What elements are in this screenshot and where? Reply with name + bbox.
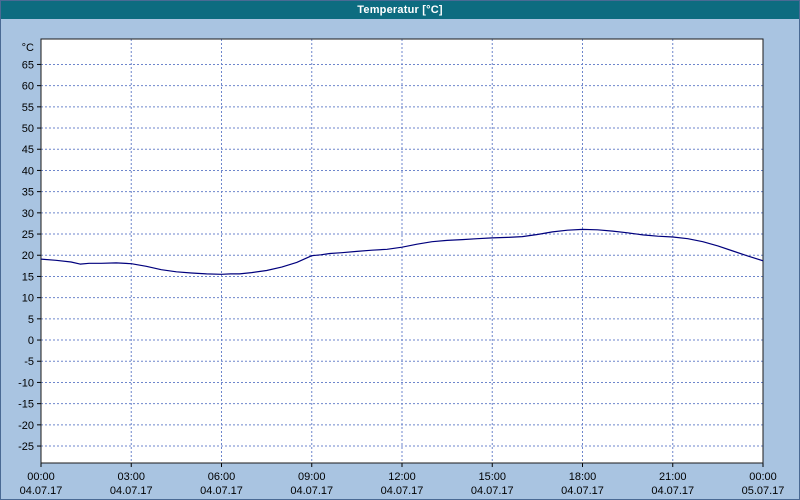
temperature-chart[interactable]: 65605550454035302520151050-5-10-15-20-25… [1, 19, 799, 499]
svg-text:°C: °C [22, 42, 34, 54]
svg-text:45: 45 [22, 144, 34, 156]
svg-text:0: 0 [28, 335, 34, 347]
svg-text:00:00: 00:00 [27, 471, 55, 483]
svg-text:04.07.17: 04.07.17 [381, 485, 424, 497]
svg-text:05.07.17: 05.07.17 [742, 485, 785, 497]
svg-text:30: 30 [22, 208, 34, 220]
svg-text:5: 5 [28, 314, 34, 326]
svg-text:21:00: 21:00 [659, 471, 687, 483]
svg-text:-15: -15 [18, 399, 34, 411]
svg-text:-20: -20 [18, 420, 34, 432]
svg-text:06:00: 06:00 [208, 471, 236, 483]
svg-text:20: 20 [22, 250, 34, 262]
svg-text:00:00: 00:00 [749, 471, 777, 483]
svg-text:04.07.17: 04.07.17 [651, 485, 694, 497]
svg-text:40: 40 [22, 165, 34, 177]
svg-text:50: 50 [22, 123, 34, 135]
svg-text:04.07.17: 04.07.17 [110, 485, 153, 497]
svg-text:04.07.17: 04.07.17 [20, 485, 63, 497]
svg-text:09:00: 09:00 [298, 471, 326, 483]
svg-text:12:00: 12:00 [388, 471, 416, 483]
svg-text:-5: -5 [24, 356, 34, 368]
svg-text:04.07.17: 04.07.17 [290, 485, 333, 497]
svg-text:60: 60 [22, 81, 34, 93]
window-title: Temperatur [°C] [357, 4, 443, 16]
svg-text:18:00: 18:00 [569, 471, 597, 483]
svg-text:-25: -25 [18, 441, 34, 453]
svg-text:-10: -10 [18, 377, 34, 389]
svg-text:04.07.17: 04.07.17 [200, 485, 243, 497]
svg-text:15:00: 15:00 [478, 471, 506, 483]
svg-text:15: 15 [22, 271, 34, 283]
svg-text:65: 65 [22, 59, 34, 71]
svg-text:03:00: 03:00 [117, 471, 145, 483]
svg-text:10: 10 [22, 293, 34, 305]
svg-text:04.07.17: 04.07.17 [561, 485, 604, 497]
svg-text:55: 55 [22, 102, 34, 114]
svg-text:35: 35 [22, 187, 34, 199]
chart-area: 65 60 55 50 45 40 35 30 25 20 15 10 5 0 -5 -10 -15 -20 -25… [1, 19, 799, 499]
window-titlebar: Temperatur [°C] [1, 1, 799, 19]
svg-text:04.07.17: 04.07.17 [471, 485, 514, 497]
svg-text:25: 25 [22, 229, 34, 241]
